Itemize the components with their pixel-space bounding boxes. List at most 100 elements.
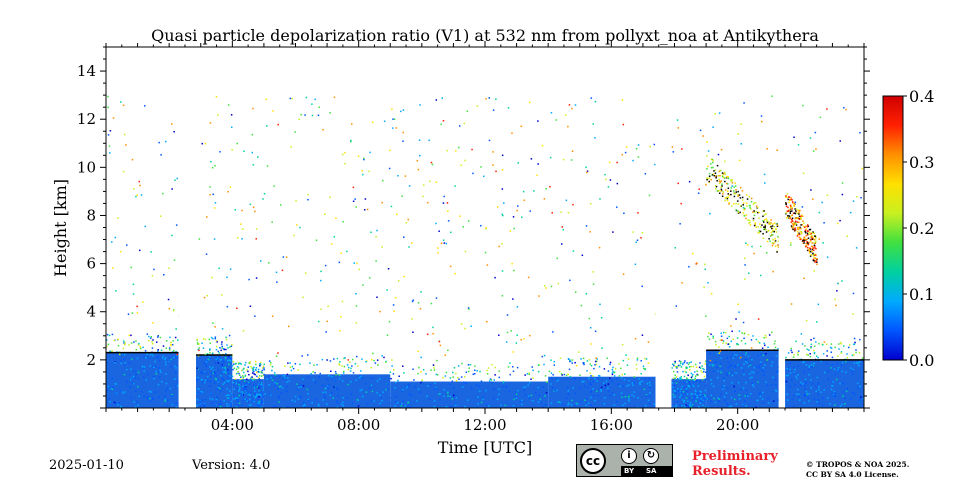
data-pixel — [220, 358, 223, 361]
data-pixel — [616, 378, 618, 380]
data-pixel — [544, 375, 547, 377]
data-pixel — [306, 388, 309, 391]
aerosol-plume-pixel — [714, 185, 717, 187]
data-pixel — [205, 361, 208, 363]
data-pixel — [274, 374, 277, 376]
data-pixel — [694, 378, 696, 381]
data-pixel — [323, 395, 325, 397]
data-pixel — [556, 257, 558, 260]
data-pixel — [567, 404, 569, 406]
aerosol-plume-pixel — [794, 208, 796, 210]
data-pixel — [226, 380, 228, 382]
aerosol-plume-pixel — [749, 207, 751, 209]
aerosol-plume-pixel — [739, 205, 742, 207]
data-pixel — [841, 403, 843, 406]
data-pixel — [641, 380, 644, 382]
data-pixel — [231, 148, 233, 151]
data-pixel — [446, 202, 449, 204]
data-pixel — [445, 406, 448, 408]
data-pixel — [786, 393, 788, 396]
data-pixel — [220, 403, 222, 405]
data-pixel — [243, 150, 245, 153]
data-pixel — [299, 396, 301, 399]
data-pixel — [810, 339, 812, 341]
aerosol-plume-pixel — [797, 228, 799, 230]
data-pixel — [505, 386, 508, 388]
data-pixel — [719, 365, 721, 367]
aerosol-plume-pixel — [721, 183, 723, 185]
aerosol-plume-pixel — [728, 203, 730, 205]
aerosol-plume-pixel — [728, 194, 731, 197]
aerosol-plume-pixel — [745, 202, 748, 205]
data-pixel — [791, 398, 794, 401]
data-pixel — [681, 404, 683, 407]
data-pixel — [379, 394, 381, 397]
data-pixel — [765, 252, 768, 254]
data-pixel — [702, 404, 704, 407]
data-pixel — [229, 355, 231, 357]
data-pixel — [173, 356, 175, 359]
data-pixel — [688, 379, 691, 381]
data-pixel — [310, 372, 312, 375]
data-pixel — [817, 393, 819, 395]
data-pixel — [856, 382, 859, 385]
data-pixel — [859, 131, 861, 134]
data-pixel — [592, 380, 594, 383]
aerosol-plume-pixel — [725, 196, 728, 199]
data-pixel — [241, 394, 244, 397]
data-pixel — [255, 393, 258, 396]
data-pixel — [570, 159, 573, 161]
data-pixel — [682, 362, 684, 365]
data-pixel — [325, 387, 327, 390]
data-pixel — [213, 370, 215, 372]
aerosol-plume-pixel — [808, 252, 811, 254]
data-pixel — [238, 383, 240, 386]
data-pixel — [139, 345, 142, 348]
data-pixel — [837, 222, 839, 225]
data-pixel — [240, 363, 242, 365]
data-pixel — [221, 294, 223, 296]
data-pixel — [852, 368, 854, 371]
data-pixel — [586, 387, 589, 389]
data-pixel — [493, 397, 495, 400]
data-pixel — [197, 376, 199, 379]
data-pixel — [397, 379, 399, 382]
data-pixel — [834, 346, 836, 349]
data-pixel — [174, 372, 177, 374]
data-pixel — [454, 404, 457, 406]
data-pixel — [285, 386, 288, 388]
data-pixel — [509, 230, 512, 232]
aerosol-plume-pixel — [714, 169, 717, 171]
data-pixel — [202, 381, 204, 384]
data-pixel — [826, 397, 829, 399]
data-pixel — [221, 345, 223, 348]
aerosol-plume-pixel — [764, 226, 766, 229]
x-axis-label: Time [UTC] — [438, 438, 532, 457]
data-pixel — [709, 212, 711, 215]
aerosol-plume-pixel — [774, 241, 776, 243]
data-pixel — [120, 354, 123, 356]
data-pixel — [292, 374, 295, 377]
data-pixel — [290, 369, 293, 372]
data-pixel — [335, 386, 337, 389]
data-pixel — [825, 362, 828, 365]
data-pixel — [621, 396, 623, 398]
data-pixel — [807, 349, 810, 351]
data-pixel — [808, 392, 810, 395]
data-pixel — [242, 394, 244, 396]
data-pixel — [157, 349, 159, 351]
data-pixel — [236, 380, 239, 382]
data-pixel — [153, 377, 155, 380]
data-pixel — [219, 387, 221, 390]
data-pixel — [202, 347, 205, 350]
aerosol-plume-pixel — [745, 214, 748, 216]
data-pixel — [245, 398, 248, 401]
data-pixel — [538, 394, 540, 397]
data-pixel — [307, 198, 309, 201]
data-pixel — [557, 282, 560, 285]
data-pixel — [394, 396, 397, 398]
aerosol-plume-pixel — [758, 211, 760, 214]
aerosol-plume-pixel — [774, 245, 777, 248]
data-pixel — [143, 370, 146, 372]
data-pixel — [680, 360, 682, 363]
